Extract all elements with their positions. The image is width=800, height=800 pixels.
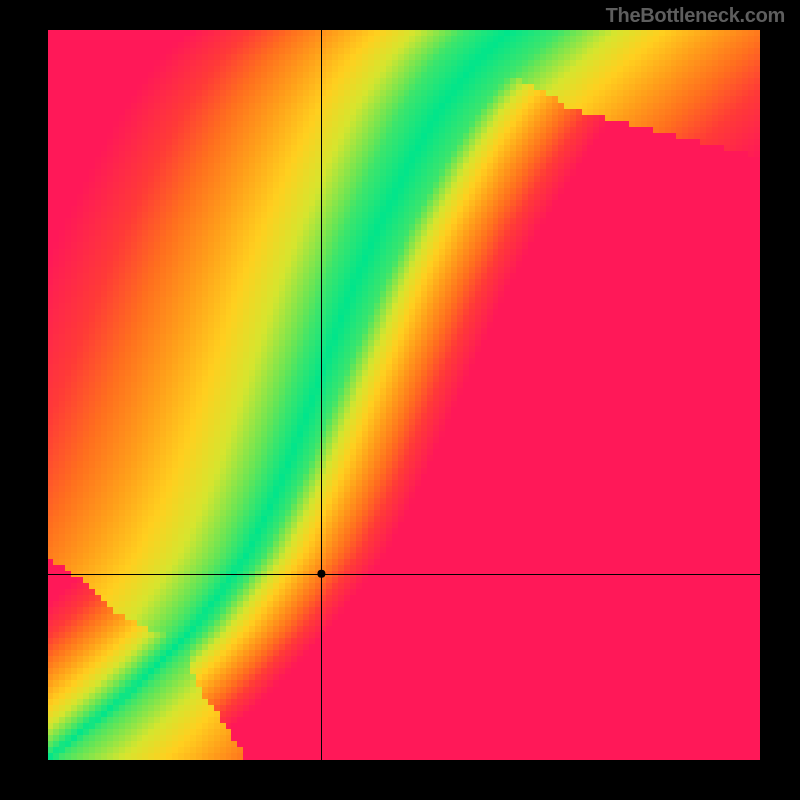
heatmap-canvas [48, 30, 760, 760]
watermark-text: TheBottleneck.com [606, 5, 785, 28]
chart-container: TheBottleneck.com [0, 0, 800, 800]
heatmap-plot [48, 30, 760, 760]
